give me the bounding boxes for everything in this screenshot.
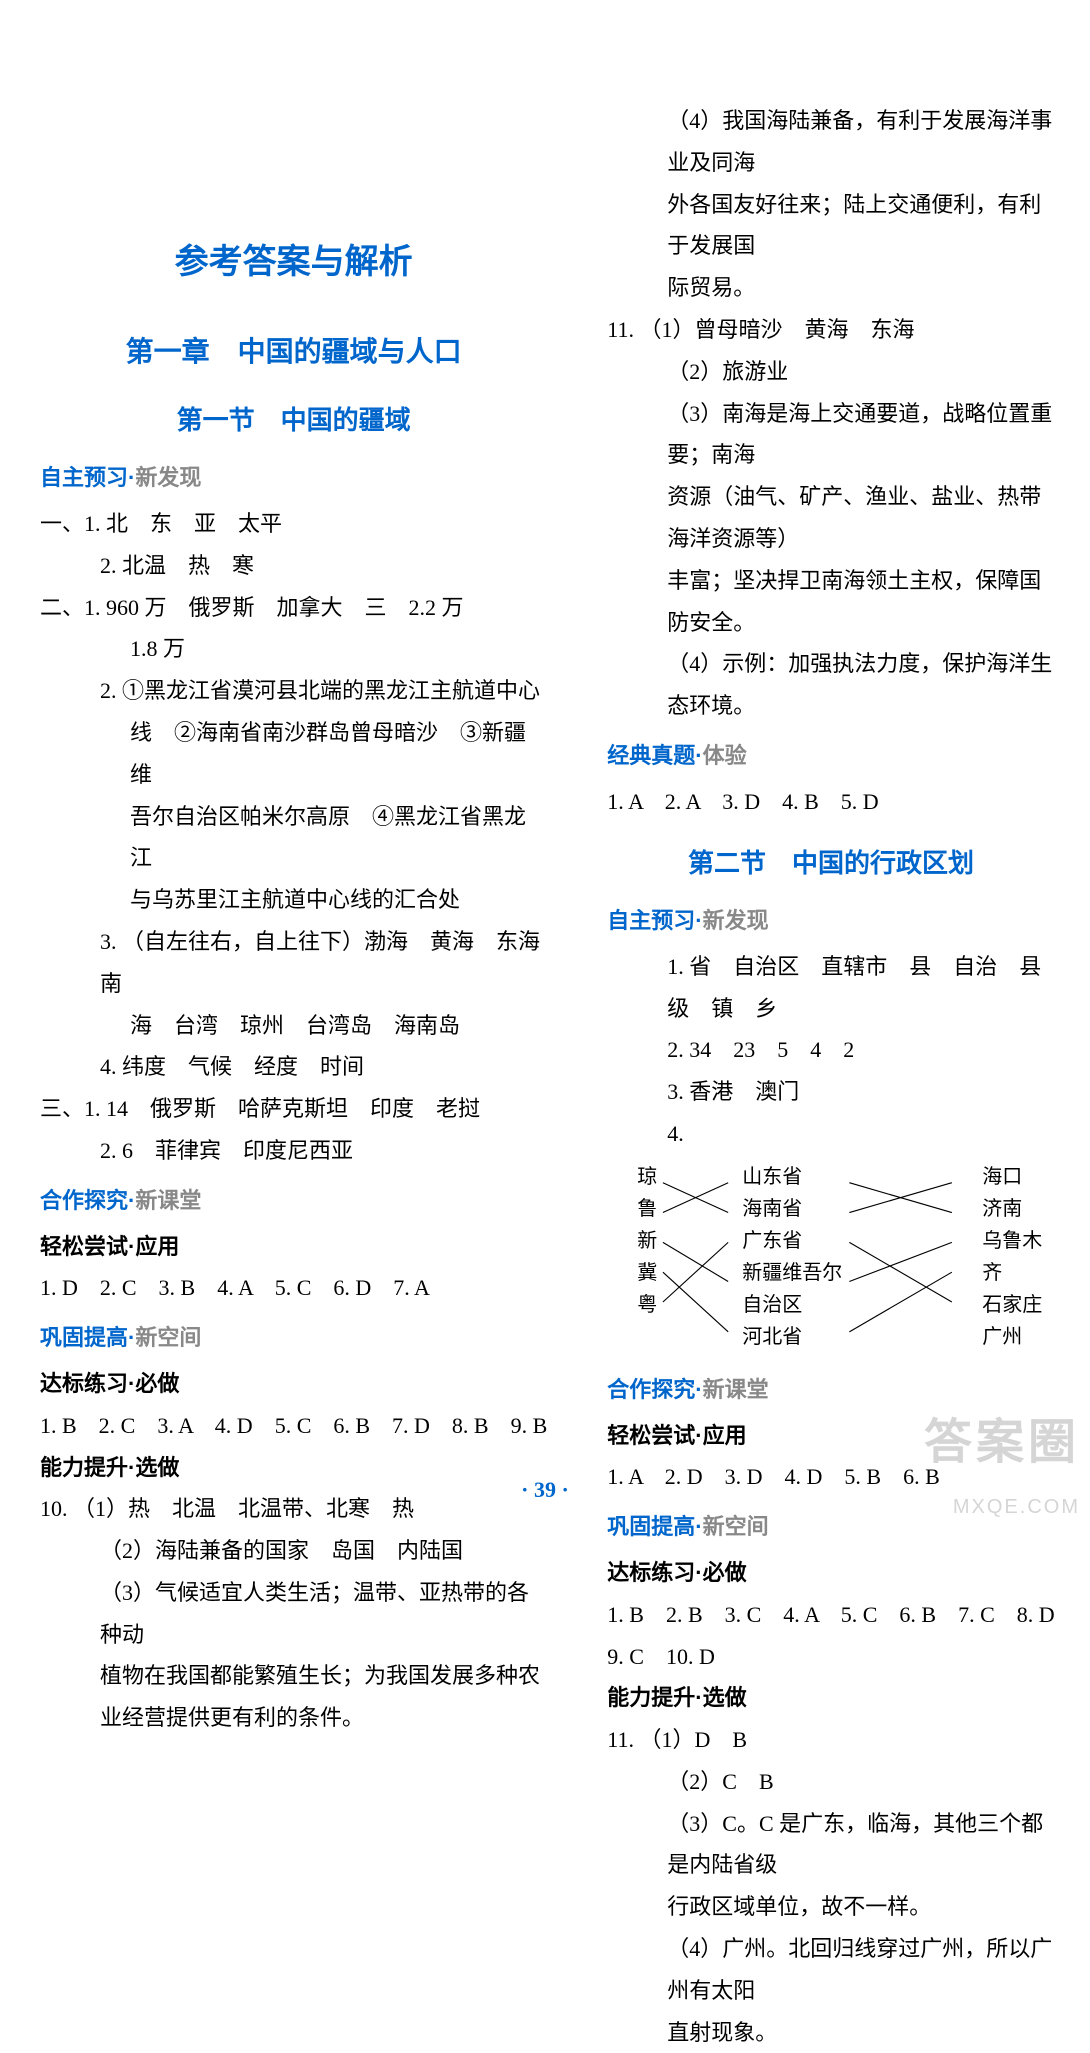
answer-line: 2. ①黑龙江省漠河县北端的黑龙江主航道中心: [40, 670, 547, 712]
subhead-classic-gray: 体验: [703, 743, 747, 768]
chapter-title: 第一章 中国的疆域与人口: [40, 325, 547, 378]
answer-line: 1.8 万: [40, 628, 547, 670]
match-item: 粤: [637, 1289, 657, 1321]
answer-line: 直射现象。: [607, 2012, 1054, 2053]
subhead-try: 轻松尝试·应用: [40, 1226, 547, 1268]
match-item: 广东省: [742, 1225, 842, 1257]
subhead-coop-2-gray: 新课堂: [703, 1377, 769, 1402]
subhead-consolidate-gray: 新空间: [135, 1325, 201, 1350]
subhead-ability-2: 能力提升·选做: [607, 1677, 1054, 1719]
right-column: （4）我国海陆兼备，有利于发展海洋事业及同海 外各国友好往来；陆上交通便利，有利…: [607, 100, 1054, 1496]
answer-line: 1. D 2. C 3. B 4. A 5. C 6. D 7. A: [40, 1267, 547, 1309]
answer-line: 3. 香港 澳门: [607, 1071, 1054, 1113]
subhead-standard-2: 达标练习·必做: [607, 1552, 1054, 1594]
answer-line: （4）我国海陆兼备，有利于发展海洋事业及同海: [607, 100, 1054, 184]
answer-line: 1. A 2. A 3. D 4. B 5. D: [607, 781, 1054, 823]
match-left-col: 琼 鲁 新 冀 粤: [637, 1161, 657, 1321]
answer-line: 4. 纬度 气候 经度 时间: [40, 1046, 547, 1088]
answer-line: 外各国友好往来；陆上交通便利，有利于发展国: [607, 184, 1054, 268]
match-item: 冀: [637, 1257, 657, 1289]
answer-line: 11. （1）D B: [607, 1719, 1054, 1761]
match-item: 新: [637, 1225, 657, 1257]
match-item: 新疆维吾尔: [742, 1257, 842, 1289]
answer-line: 2. 34 23 5 4 2: [607, 1029, 1054, 1071]
answer-line: 际贸易。: [607, 267, 1054, 309]
answer-line: 吾尔自治区帕米尔高原 ④黑龙江省黑龙江: [40, 796, 547, 880]
match-item: 海南省: [742, 1193, 842, 1225]
match-item: 广州: [982, 1321, 1054, 1353]
answer-line: 植物在我国都能繁殖生长；为我国发展多种农: [40, 1655, 547, 1697]
answer-line: （4）示例：加强执法力度，保护海洋生态环境。: [607, 643, 1054, 727]
subhead-coop-2-blue: 合作探究·: [607, 1377, 702, 1402]
section-1-title: 第一节 中国的疆域: [40, 396, 547, 445]
subhead-coop-blue: 合作探究·: [40, 1188, 135, 1213]
subhead-standard: 达标练习·必做: [40, 1363, 547, 1405]
answer-line: （2）旅游业: [607, 351, 1054, 393]
answer-line: 3. （自左往右，自上往下）渤海 黄海 东海 南: [40, 921, 547, 1005]
match-right-col: 海口 济南 乌鲁木齐 石家庄 广州: [982, 1161, 1054, 1353]
answer-line: 与乌苏里江主航道中心线的汇合处: [40, 879, 547, 921]
subhead-consolidate-blue: 巩固提高·: [40, 1325, 135, 1350]
subhead-coop-gray: 新课堂: [135, 1188, 201, 1213]
match-item: 鲁: [637, 1193, 657, 1225]
main-title: 参考答案与解析: [40, 230, 547, 295]
subhead-consolidate-2-gray: 新空间: [703, 1514, 769, 1539]
answer-line: 三、1. 14 俄罗斯 哈萨克斯坦 印度 老挝: [40, 1088, 547, 1130]
answer-line: 2. 6 菲律宾 印度尼西亚: [40, 1130, 547, 1172]
subhead-classic-blue: 经典真题·: [607, 743, 702, 768]
match-item: 济南: [982, 1193, 1054, 1225]
matching-diagram: 琼 鲁 新 冀 粤 山东省 海南省 广东省 新疆维吾尔 自治区 河北省 海口 济…: [607, 1161, 1054, 1361]
page-container: 参考答案与解析 第一章 中国的疆域与人口 第一节 中国的疆域 自主预习·新发现 …: [0, 0, 1090, 1536]
answer-line: 1. B 2. C 3. A 4. D 5. C 6. B 7. D 8. B …: [40, 1405, 547, 1447]
subhead-consolidate: 巩固提高·新空间: [40, 1317, 547, 1359]
answer-line: 4.: [607, 1113, 1054, 1155]
section-2-title: 第二节 中国的行政区划: [607, 839, 1054, 888]
answer-line: 一、1. 北 东 亚 太平: [40, 503, 547, 545]
subhead-preview-gray: 新发现: [135, 465, 201, 490]
answer-line: 海 台湾 琼州 台湾岛 海南岛: [40, 1005, 547, 1047]
subhead-coop: 合作探究·新课堂: [40, 1180, 547, 1222]
answer-line: 资源（油气、矿产、渔业、盐业、热带海洋资源等）: [607, 476, 1054, 560]
answer-line: （3）气候适宜人类生活；温带、亚热带的各种动: [40, 1572, 547, 1656]
subhead-preview-2-gray: 新发现: [703, 908, 769, 933]
answer-line: 业经营提供更有利的条件。: [40, 1697, 547, 1739]
match-item: 河北省: [742, 1321, 842, 1353]
answer-line: 行政区域单位，故不一样。: [607, 1886, 1054, 1928]
answer-line: （2）海陆兼备的国家 岛国 内陆国: [40, 1530, 547, 1572]
subhead-classic: 经典真题·体验: [607, 735, 1054, 777]
match-item: 石家庄: [982, 1289, 1054, 1321]
answer-line: 11. （1）曾母暗沙 黄海 东海: [607, 309, 1054, 351]
match-item: 琼: [637, 1161, 657, 1193]
watermark: 答案圈 MXQE.COM: [924, 1397, 1080, 1526]
subhead-preview-2-blue: 自主预习·: [607, 908, 702, 933]
answer-line: 线 ②海南省南沙群岛曾母暗沙 ③新疆维: [40, 712, 547, 796]
watermark-url: MXQE.COM: [924, 1488, 1080, 1526]
subhead-preview: 自主预习·新发现: [40, 457, 547, 499]
answer-line: 丰富；坚决捍卫南海领土主权，保障国防安全。: [607, 560, 1054, 644]
subhead-consolidate-2-blue: 巩固提高·: [607, 1514, 702, 1539]
match-item: 乌鲁木齐: [982, 1225, 1054, 1289]
answer-line: 9. C 10. D: [607, 1636, 1054, 1678]
match-mid-col: 山东省 海南省 广东省 新疆维吾尔 自治区 河北省: [742, 1161, 842, 1353]
left-column: 参考答案与解析 第一章 中国的疆域与人口 第一节 中国的疆域 自主预习·新发现 …: [40, 100, 547, 1496]
subhead-preview-2: 自主预习·新发现: [607, 900, 1054, 942]
answer-line: 1. 省 自治区 直辖市 县 自治 县级 镇 乡: [607, 946, 1054, 1030]
watermark-title: 答案圈: [924, 1397, 1080, 1488]
answer-line: 2. 北温 热 寒: [40, 545, 547, 587]
answer-line: （2）C B: [607, 1761, 1054, 1803]
answer-line: 二、1. 960 万 俄罗斯 加拿大 三 2.2 万: [40, 587, 547, 629]
match-item: 海口: [982, 1161, 1054, 1193]
subhead-preview-blue: 自主预习·: [40, 465, 135, 490]
answer-line: （3）南海是海上交通要道，战略位置重要；南海: [607, 393, 1054, 477]
answer-line: （3）C。C 是广东，临海，其他三个都是内陆省级: [607, 1803, 1054, 1887]
match-item: 自治区: [742, 1289, 842, 1321]
match-item: 山东省: [742, 1161, 842, 1193]
answer-line: 1. B 2. B 3. C 4. A 5. C 6. B 7. C 8. D: [607, 1594, 1054, 1636]
answer-line: （4）广州。北回归线穿过广州，所以广州有太阳: [607, 1928, 1054, 2012]
